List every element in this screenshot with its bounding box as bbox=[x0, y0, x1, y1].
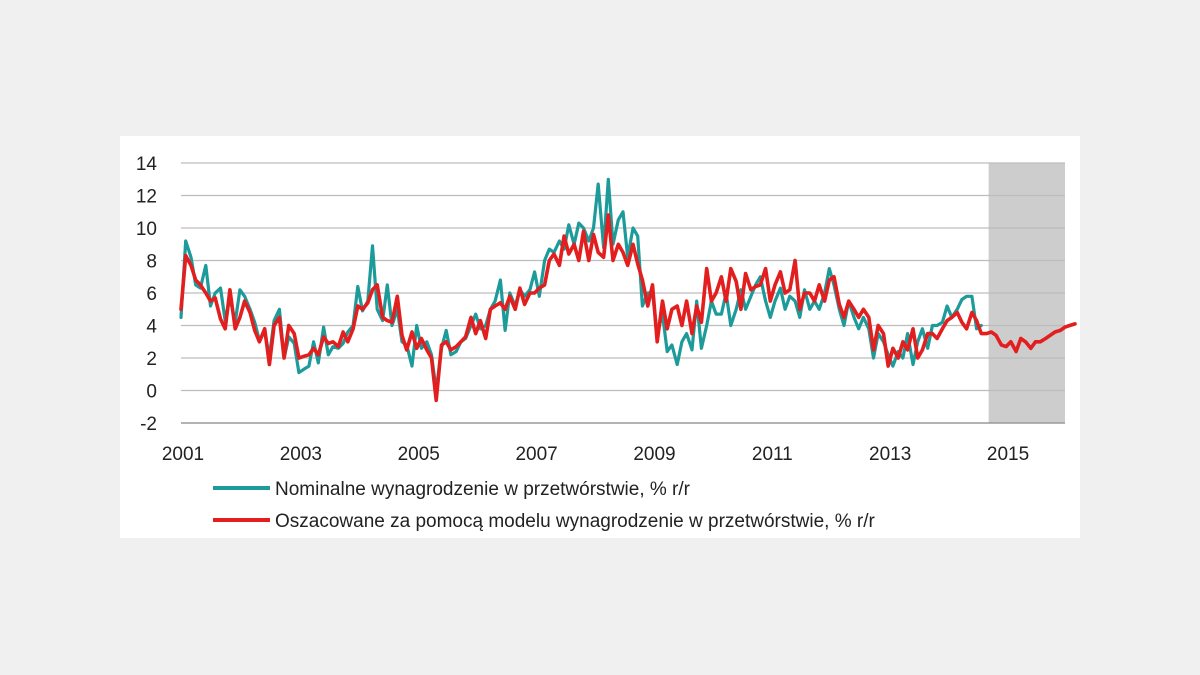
y-tick-label: 12 bbox=[136, 187, 157, 208]
chart-panel: -2 0 2 4 6 8 10 12 14 2001 2003 2005 2007 2009 2011 20… bbox=[120, 136, 1080, 538]
gridlines bbox=[181, 162, 1065, 424]
x-tick-label: 2001 bbox=[162, 444, 204, 465]
x-tick-label: 2013 bbox=[869, 444, 911, 465]
series-line-model bbox=[179, 213, 1077, 403]
x-tick-label: 2009 bbox=[633, 444, 675, 465]
x-tick-label: 2011 bbox=[752, 444, 793, 465]
series-lines bbox=[179, 177, 1077, 403]
legend-label-model: Oszacowane za pomocą modelu wynagrodzeni… bbox=[275, 511, 875, 532]
x-tick-label: 2007 bbox=[515, 444, 557, 465]
y-tick-label: 4 bbox=[146, 317, 157, 338]
y-tick-label: 2 bbox=[146, 349, 157, 370]
x-axis-ticks: 2001 2003 2005 2007 2009 2011 2013 2015 bbox=[162, 444, 1029, 465]
y-tick-label: 14 bbox=[136, 154, 158, 175]
y-tick-label: 10 bbox=[136, 219, 157, 240]
y-tick-label: 8 bbox=[146, 252, 157, 273]
y-axis-ticks: -2 0 2 4 6 8 10 12 14 bbox=[136, 154, 158, 435]
legend: Nominalne wynagrodzenie w przetwórstwie,… bbox=[213, 479, 875, 532]
x-tick-label: 2003 bbox=[280, 444, 322, 465]
y-tick-label: -2 bbox=[140, 414, 157, 435]
legend-label-nominal: Nominalne wynagrodzenie w przetwórstwie,… bbox=[275, 479, 691, 500]
x-tick-label: 2005 bbox=[398, 444, 440, 465]
y-tick-label: 6 bbox=[146, 284, 157, 305]
y-tick-label: 0 bbox=[146, 382, 157, 403]
x-tick-label: 2015 bbox=[987, 444, 1029, 465]
